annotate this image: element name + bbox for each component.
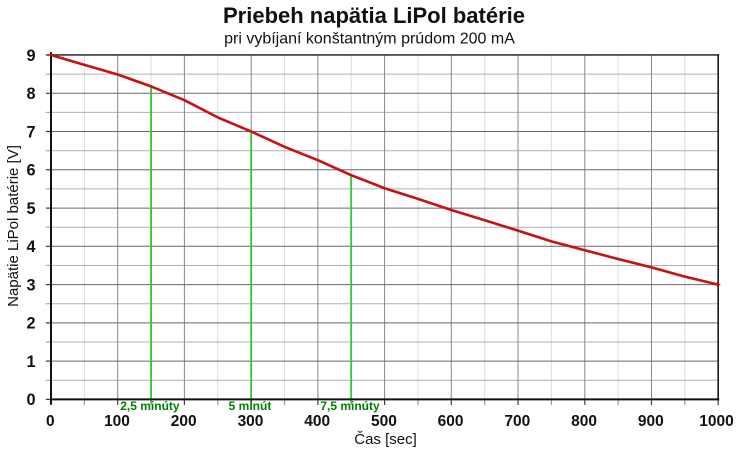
svg-text:100: 100 [104,413,130,430]
svg-text:500: 500 [371,413,397,430]
svg-text:2: 2 [27,315,36,333]
svg-text:1000: 1000 [699,413,733,430]
svg-text:1: 1 [27,353,36,371]
svg-text:200: 200 [171,413,197,430]
svg-text:Priebeh napätia LiPol batérie: Priebeh napätia LiPol batérie [223,3,525,28]
svg-text:900: 900 [638,413,664,430]
svg-text:0: 0 [27,391,36,409]
svg-text:300: 300 [238,413,264,430]
svg-text:Čas [sec]: Čas [sec] [354,431,417,448]
svg-text:5 minút: 5 minút [229,399,272,413]
svg-text:400: 400 [304,413,330,430]
svg-text:600: 600 [438,413,464,430]
svg-text:Napätie LiPol batérie [V]: Napätie LiPol batérie [V] [5,145,22,307]
svg-text:3: 3 [27,276,36,294]
svg-text:7,5 minúty: 7,5 minúty [320,399,380,413]
svg-text:800: 800 [571,413,597,430]
svg-text:700: 700 [504,413,530,430]
svg-text:9: 9 [27,47,36,65]
svg-text:7: 7 [27,123,36,141]
svg-text:pri vybíjaní konštantným prúdo: pri vybíjaní konštantným prúdom 200 mA [224,31,515,48]
svg-text:2,5 minúty: 2,5 minúty [120,399,180,413]
svg-text:5: 5 [27,200,36,218]
svg-text:4: 4 [27,238,36,256]
svg-text:8: 8 [27,85,36,103]
svg-text:0: 0 [46,413,55,430]
svg-text:6: 6 [27,162,36,180]
